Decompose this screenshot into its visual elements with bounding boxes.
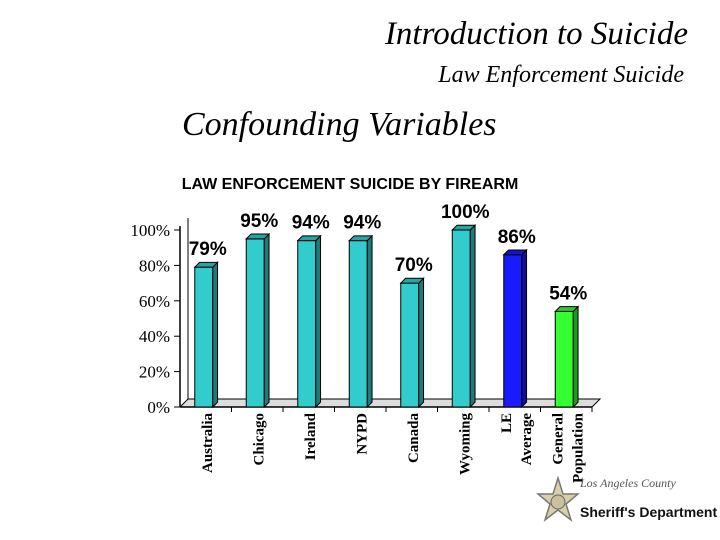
category-label-line: Australia [200, 413, 216, 474]
category-label-line: Ireland [303, 412, 319, 460]
bar [400, 282, 420, 408]
category-label: Canada [406, 413, 422, 464]
category-label-line: Population [570, 412, 586, 483]
category-label-line: General [550, 413, 566, 465]
bar-side [469, 223, 476, 409]
bar-top [245, 233, 271, 240]
category-label-line: Chicago [251, 413, 267, 466]
bar-side [366, 234, 373, 409]
data-label: 100% [441, 202, 490, 223]
category-label-line: NYPD [354, 413, 370, 455]
category-label: LE Average [499, 413, 535, 466]
category-label: Wyoming [457, 413, 473, 475]
y-tick-label: 100% [130, 221, 170, 240]
bar-side [212, 261, 219, 409]
bar [297, 240, 317, 408]
bar [245, 238, 265, 408]
data-label: 94% [292, 213, 330, 234]
bar-side [315, 234, 322, 409]
slide-subtitle: Law Enforcement Suicide [438, 62, 684, 88]
data-label: 95% [240, 211, 278, 232]
bar-top [554, 306, 580, 312]
category-label-line: Canada [406, 413, 422, 464]
y-tick-label: 0% [147, 398, 170, 417]
bar-side [263, 232, 270, 409]
category-label: General Population [550, 412, 586, 483]
bar [194, 266, 214, 408]
category-label: Ireland [303, 412, 319, 460]
chart-floor [178, 398, 602, 408]
category-label-line: Average [519, 413, 535, 466]
slide-heading: Confounding Variables [182, 106, 497, 143]
y-tick-label: 60% [139, 292, 170, 311]
data-label: 70% [395, 255, 433, 276]
y-tick-label: 20% [139, 363, 170, 382]
bar-top [451, 224, 477, 231]
chart-title: LAW ENFORCEMENT SUICIDE BY FIREARM [182, 176, 519, 193]
category-label: NYPD [354, 413, 370, 455]
category-label-line: LE [499, 413, 515, 433]
bar [503, 254, 523, 408]
bar-top [399, 277, 425, 284]
bar-top [193, 261, 219, 268]
star-badge-icon [536, 476, 580, 523]
y-tick-label: 40% [139, 327, 170, 346]
bar-side [418, 277, 425, 409]
slide-title: Introduction to Suicide [384, 16, 688, 52]
bar [348, 240, 368, 408]
data-label: 54% [549, 283, 587, 304]
category-label-line: Wyoming [457, 413, 473, 475]
bar [554, 310, 574, 408]
category-label: Australia [200, 413, 216, 474]
bar-side [572, 305, 579, 409]
data-label: 94% [343, 213, 381, 234]
data-label: 86% [498, 227, 536, 248]
bar-top [348, 235, 374, 242]
y-tick-label: 80% [139, 256, 170, 275]
bar-side [521, 248, 528, 409]
logo-county-text: Los Angeles County [580, 476, 676, 490]
bar-top [296, 235, 322, 242]
data-label: 79% [189, 239, 227, 260]
bar-top [502, 249, 528, 256]
logo-department-text: Sheriff's Department [580, 504, 718, 520]
category-label: Chicago [251, 413, 267, 466]
sheriff-logo: Los Angeles County Sheriff's Department [530, 470, 720, 540]
bar [451, 229, 471, 408]
